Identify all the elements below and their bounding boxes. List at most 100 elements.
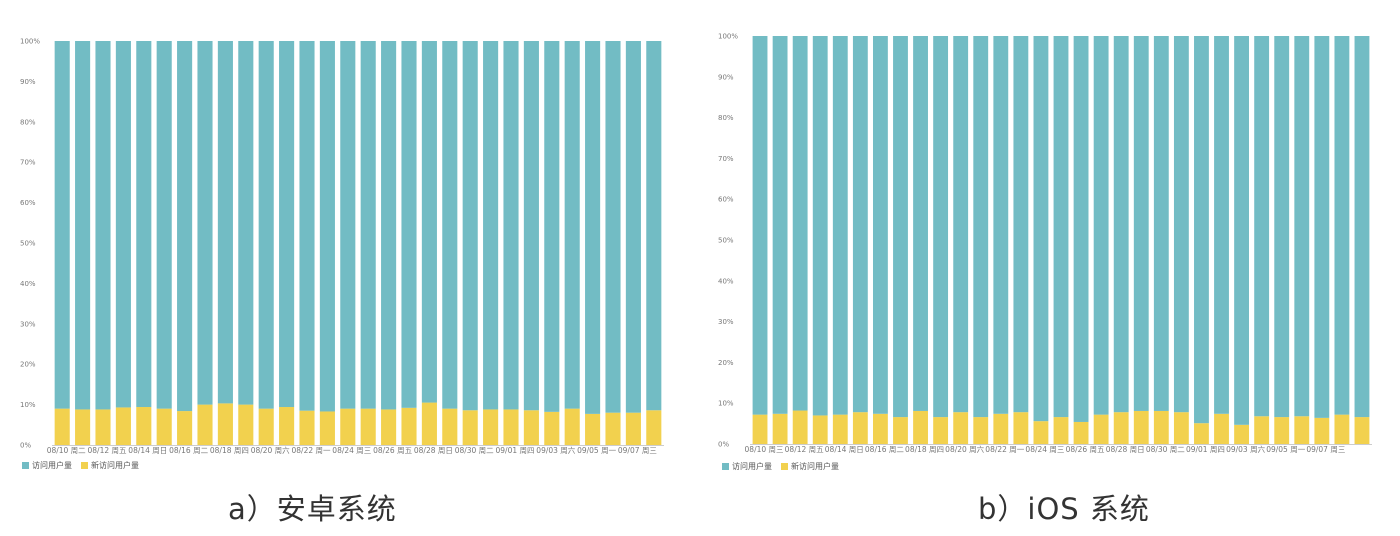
bar-new-visit <box>933 417 949 444</box>
y-tick-label: 80% <box>718 114 734 122</box>
bar-visit <box>299 41 315 411</box>
bar-new-visit <box>893 417 908 444</box>
x-tick-label: 09/01 周四 <box>1186 445 1225 454</box>
x-tick-label: 09/05 周一 <box>1266 445 1305 454</box>
bar-visit <box>1033 36 1049 422</box>
bar-visit <box>605 41 621 413</box>
bar-new-visit <box>792 410 808 444</box>
bar-visit <box>258 41 274 409</box>
y-tick-label: 70% <box>718 155 734 163</box>
bar-new-visit <box>381 409 397 445</box>
chart-ios: 0% 10% 20% 30% 40% 50% 60% 70% 80% 90% 100% 08/10 周… <box>718 33 1372 471</box>
x-tick-label: 08/18 周四 <box>905 445 944 454</box>
bar-visit <box>772 36 788 414</box>
bar-visit <box>973 36 989 418</box>
bar-visit <box>197 41 213 405</box>
x-tick-label: 08/22 周一 <box>985 445 1024 454</box>
bar-visit <box>421 41 437 403</box>
y-tick-label: 60% <box>718 196 734 204</box>
legend-swatch <box>22 462 29 469</box>
bar-visit <box>1113 36 1129 413</box>
x-tick-label: 08/30 周二 <box>455 446 494 455</box>
bar-new-visit <box>462 410 478 445</box>
y-tick-label: 60% <box>20 199 36 207</box>
y-tick-label: 40% <box>718 277 734 285</box>
chart-android: 0% 10% 20% 30% 40% 50% 60% 70% 80% 90% 100% 08/10 周… <box>20 38 664 470</box>
x-tick-label: 08/22 周一 <box>292 446 331 455</box>
bar-new-visit <box>1173 412 1189 444</box>
bar-new-visit <box>1334 414 1350 444</box>
bar-visit <box>340 41 356 409</box>
bar-new-visit <box>1113 412 1129 444</box>
bar-new-visit <box>832 414 848 444</box>
x-tick-label: 08/24 周三 <box>332 446 371 455</box>
bar-new-visit <box>872 413 888 444</box>
bar-new-visit <box>585 413 601 445</box>
bar-new-visit <box>605 412 621 445</box>
bar-visit <box>1254 36 1270 417</box>
bar-visit <box>401 41 417 408</box>
bar-new-visit <box>75 409 91 445</box>
legend-swatch <box>781 463 788 470</box>
bar-new-visit <box>1294 416 1310 444</box>
x-tick-label: 08/14 周日 <box>825 445 864 454</box>
bar-new-visit <box>401 407 417 445</box>
y-tick-label: 80% <box>20 118 36 126</box>
x-tick-label: 08/20 周六 <box>945 444 984 454</box>
bar-new-visit <box>1214 413 1229 444</box>
bar-visit <box>1073 36 1089 422</box>
x-tick-label: 08/16 周二 <box>169 446 208 455</box>
bar-new-visit <box>523 410 539 445</box>
bar-new-visit <box>1194 423 1209 444</box>
bar-visit <box>933 36 949 418</box>
bar-new-visit <box>360 408 376 445</box>
bar-visit <box>136 41 152 408</box>
bar-new-visit <box>115 407 131 445</box>
bar-new-visit <box>1073 421 1089 444</box>
bar-visit <box>319 41 335 412</box>
bar-new-visit <box>136 407 152 445</box>
bar-new-visit <box>646 410 662 445</box>
bar-visit <box>1194 36 1209 424</box>
y-tick-label: 90% <box>718 73 734 81</box>
bar-new-visit <box>1254 416 1270 444</box>
y-tick-label: 40% <box>20 280 36 288</box>
bar-new-visit <box>1053 417 1069 444</box>
bar-visit <box>646 41 662 411</box>
bar-visit <box>832 36 848 415</box>
legend-swatch <box>81 462 88 469</box>
bar-new-visit <box>772 413 788 444</box>
bar-visit <box>752 36 768 415</box>
x-tick-label: 08/12 周五 <box>88 446 127 455</box>
bar-visit <box>279 41 295 408</box>
bar-visit <box>1274 36 1290 418</box>
bar-visit <box>1093 36 1109 415</box>
x-tick-label: 08/10 周三 <box>745 445 784 454</box>
legend-swatch <box>722 463 729 470</box>
bar-new-visit <box>54 408 70 445</box>
x-tick-label: 08/16 周二 <box>865 445 904 454</box>
bar-visit <box>812 36 828 416</box>
bar-visit <box>1294 36 1310 417</box>
bar-new-visit <box>852 412 868 444</box>
bar-new-visit <box>1153 410 1169 444</box>
bar-visit <box>1013 36 1029 413</box>
y-tick-label: 10% <box>20 401 36 409</box>
bar-new-visit <box>1133 410 1149 444</box>
caption-ios: b）iOS 系统 <box>978 492 1150 526</box>
bar-visit <box>115 41 131 408</box>
x-tick-label: 08/24 周三 <box>1025 445 1064 454</box>
x-tick-label: 09/03 周六 <box>1226 444 1265 454</box>
bar-new-visit <box>279 407 295 445</box>
legend-label: 新访问用户量 <box>91 460 139 470</box>
bar-new-visit <box>421 402 437 445</box>
bar-visit <box>156 41 172 409</box>
bar-new-visit <box>812 415 828 444</box>
bar-visit <box>177 41 193 412</box>
bar-visit <box>1334 36 1350 415</box>
legend-label: 访问用户量 <box>32 460 72 470</box>
bar-new-visit <box>319 411 335 445</box>
bar-visit <box>360 41 376 409</box>
bar-new-visit <box>625 412 641 445</box>
